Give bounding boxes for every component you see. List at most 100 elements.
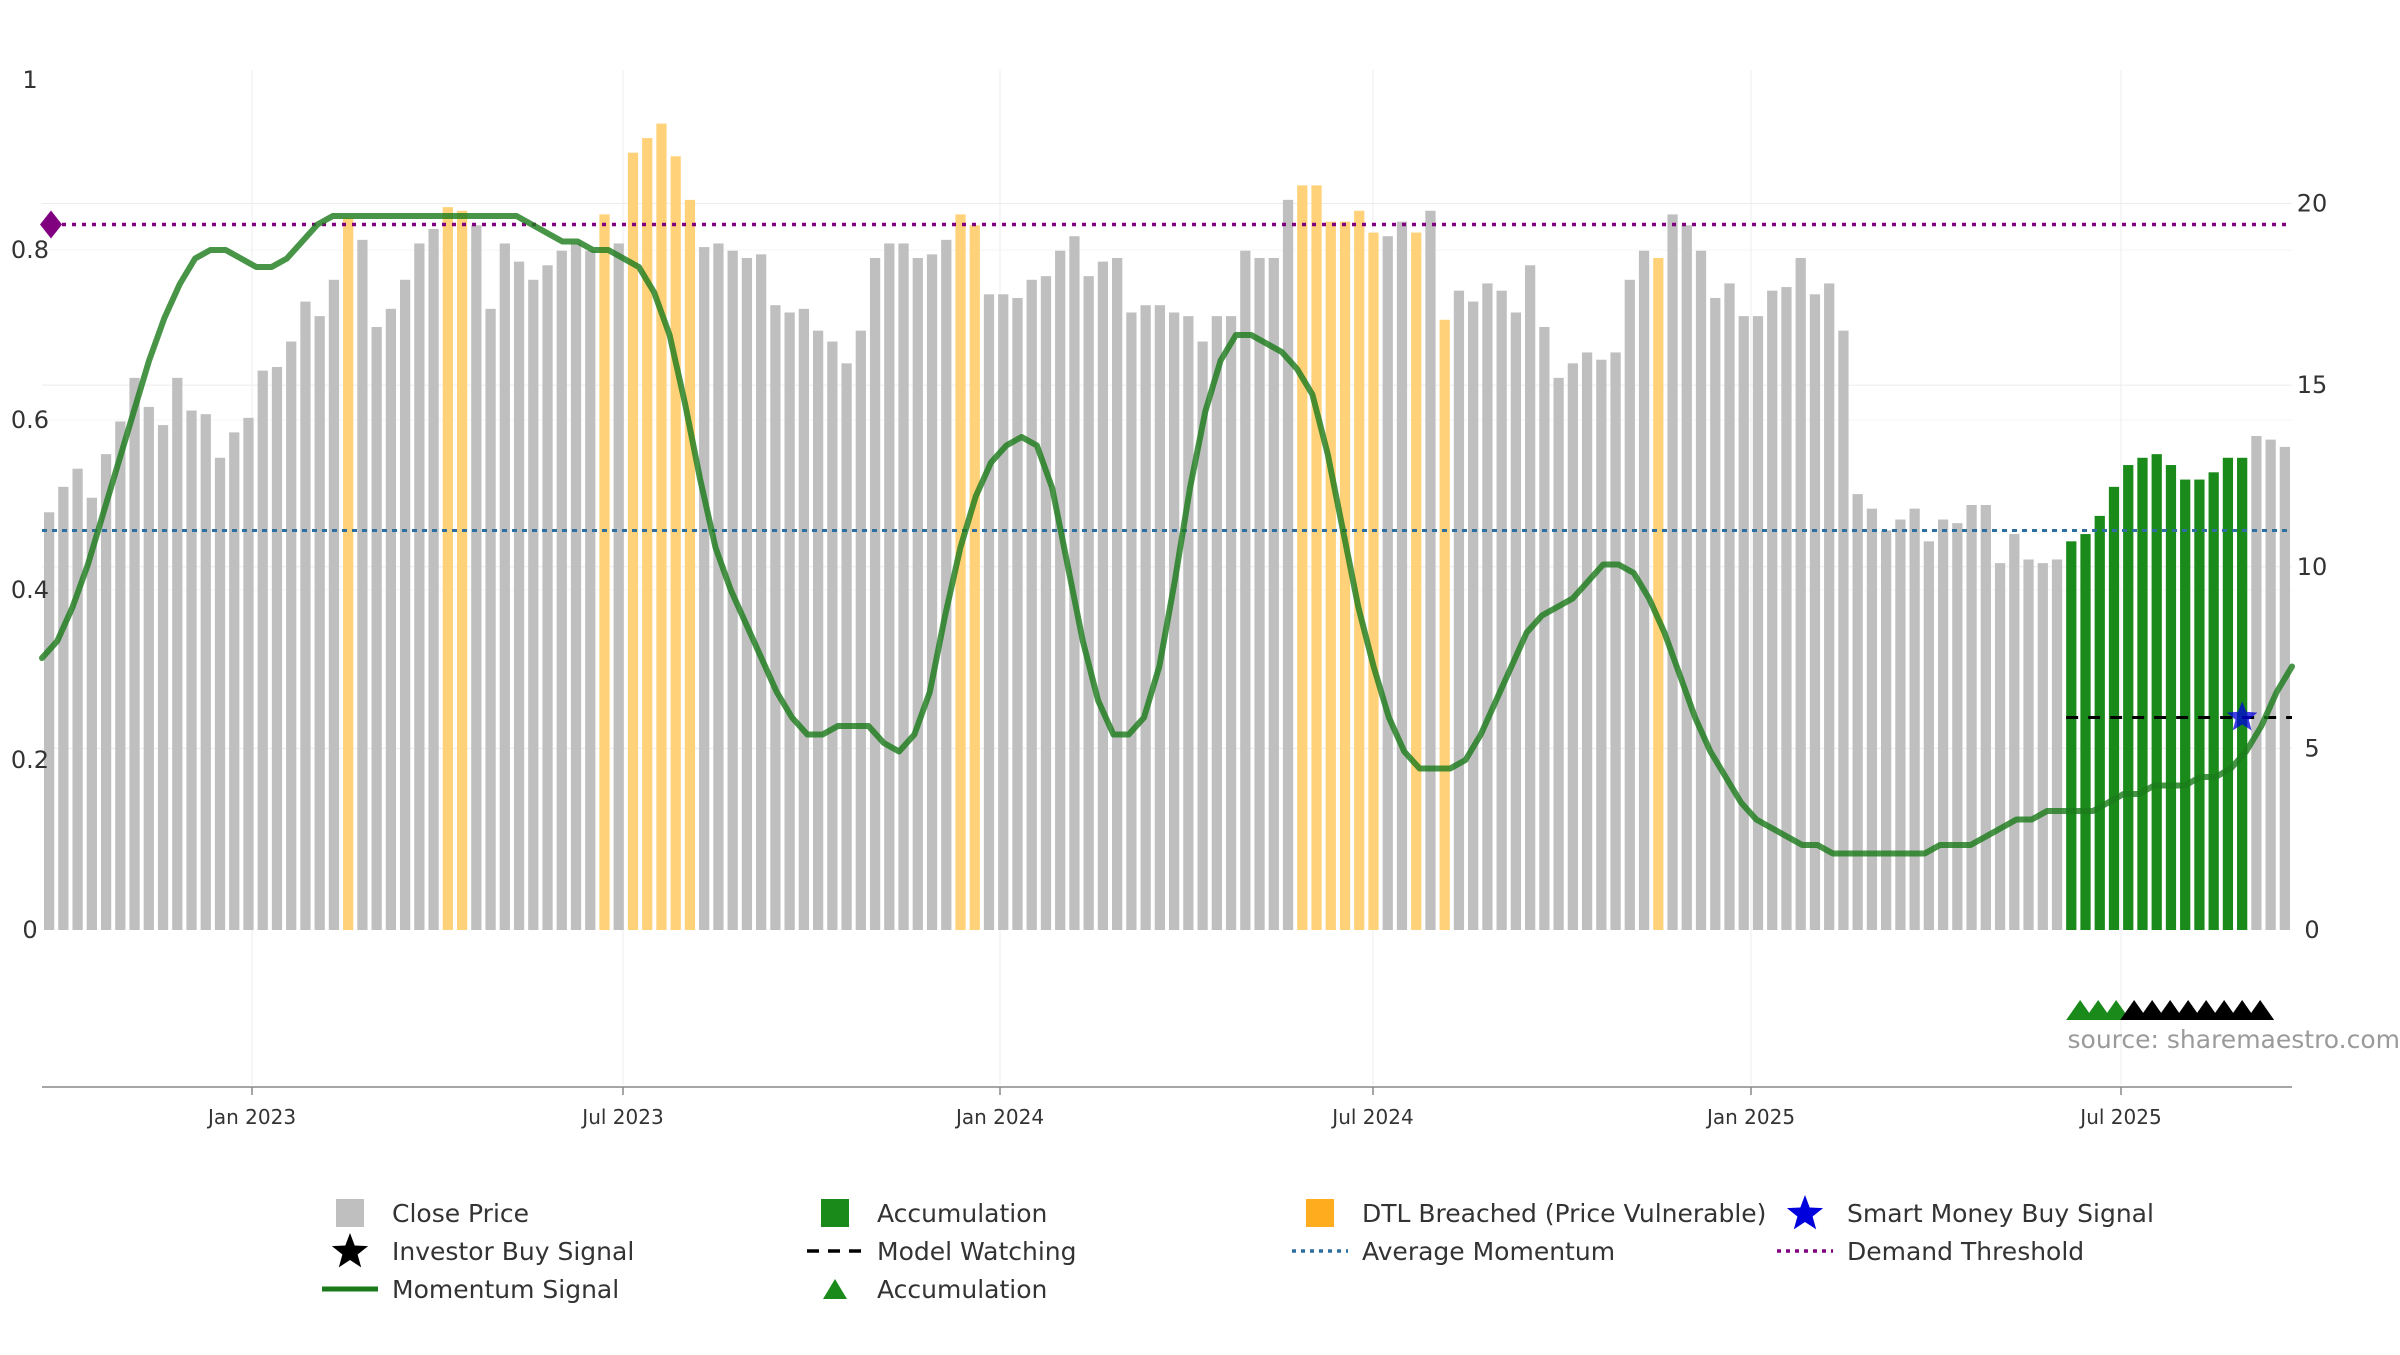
- bar-close-price: [400, 280, 410, 930]
- bar-dtl-breached: [970, 225, 980, 930]
- bar-close-price: [243, 418, 253, 930]
- legend-square-icon: [805, 1195, 865, 1231]
- bar-close-price: [1596, 360, 1606, 930]
- bar-dtl-breached: [628, 153, 638, 930]
- bar-close-price: [186, 411, 196, 930]
- bar-close-price: [229, 432, 239, 930]
- bar-close-price: [2009, 534, 2019, 930]
- bar-close-price: [1126, 312, 1136, 930]
- bar-close-price: [129, 378, 139, 930]
- bar-dtl-breached: [656, 124, 666, 930]
- bar-accumulation: [2223, 458, 2233, 930]
- legend-label: Smart Money Buy Signal: [1847, 1199, 2154, 1228]
- bar-close-price: [1112, 258, 1122, 930]
- legend-label: Accumulation: [877, 1199, 1047, 1228]
- bar-dtl-breached: [1297, 185, 1307, 930]
- bar-close-price: [2038, 563, 2048, 930]
- bar-close-price: [870, 258, 880, 930]
- legend-item: Momentum Signal: [320, 1271, 619, 1307]
- bar-close-price: [1212, 316, 1222, 930]
- y-left-tick-label: 0: [22, 916, 37, 944]
- bar-close-price: [172, 378, 182, 930]
- bar-dtl-breached: [599, 214, 609, 930]
- bar-close-price: [272, 367, 282, 930]
- y-right-tick-label: 0: [2304, 916, 2319, 944]
- y-right-tick-label: 10: [2297, 553, 2328, 581]
- bar-dtl-breached: [457, 211, 467, 930]
- bar-close-price: [44, 512, 54, 930]
- bar-accumulation: [2123, 465, 2133, 930]
- investor-triangle: [2246, 1000, 2274, 1020]
- x-tick-label: Jan 2023: [206, 1105, 296, 1129]
- bar-close-price: [414, 243, 424, 930]
- bar-close-price: [1468, 302, 1478, 930]
- legend-label: Demand Threshold: [1847, 1237, 2084, 1266]
- bar-accumulation: [2180, 480, 2190, 930]
- bar-dtl-breached: [1653, 258, 1663, 930]
- bar-close-price: [1141, 305, 1151, 930]
- legend-dotted-line-icon: [1290, 1233, 1350, 1269]
- bar-accumulation: [2109, 487, 2119, 930]
- bar-close-price: [1240, 251, 1250, 930]
- bar-close-price: [1625, 280, 1635, 930]
- bar-close-price: [799, 309, 809, 930]
- bar-close-price: [144, 407, 154, 930]
- bar-close-price: [1838, 331, 1848, 930]
- bar-close-price: [357, 240, 367, 930]
- bar-close-price: [2023, 559, 2033, 930]
- bar-close-price: [898, 243, 908, 930]
- y-left-tick-label: 0.4: [11, 576, 49, 604]
- bar-close-price: [500, 243, 510, 930]
- bar-close-price: [1966, 505, 1976, 930]
- bar-close-price: [1810, 294, 1820, 930]
- legend-item: Accumulation: [805, 1195, 1047, 1231]
- bar-close-price: [1041, 276, 1051, 930]
- bar-close-price: [1055, 251, 1065, 930]
- bar-close-price: [201, 414, 211, 930]
- bar-close-price: [115, 421, 125, 930]
- bar-dtl-breached: [1311, 185, 1321, 930]
- bar-close-price: [428, 229, 438, 930]
- bar-close-price: [1027, 280, 1037, 930]
- x-tick-label: Jul 2023: [580, 1105, 663, 1129]
- bar-accumulation: [2080, 534, 2090, 930]
- bar-close-price: [72, 469, 82, 930]
- y-right-tick-label: 15: [2297, 371, 2328, 399]
- legend-triangle-icon: [805, 1271, 865, 1307]
- legend-label: Close Price: [392, 1199, 529, 1228]
- bar-close-price: [984, 294, 994, 930]
- bar-close-price: [300, 302, 310, 930]
- bar-close-price: [1226, 316, 1236, 930]
- bar-dtl-breached: [1326, 222, 1336, 930]
- bar-close-price: [1155, 305, 1165, 930]
- legend-label: Accumulation: [877, 1275, 1047, 1304]
- bar-close-price: [1183, 316, 1193, 930]
- bar-close-price: [827, 342, 837, 930]
- bar-dtl-breached: [443, 207, 453, 930]
- bar-close-price: [2052, 559, 2062, 930]
- bar-close-price: [58, 487, 68, 930]
- bar-close-price: [585, 251, 595, 930]
- legend-label: Investor Buy Signal: [392, 1237, 634, 1266]
- bar-accumulation: [2137, 458, 2147, 930]
- x-tick-label: Jul 2024: [1330, 1105, 1413, 1129]
- bar-close-price: [614, 243, 624, 930]
- legend-item: Average Momentum: [1290, 1233, 1615, 1269]
- legend-item: Investor Buy Signal: [320, 1233, 634, 1269]
- bar-close-price: [258, 371, 268, 930]
- bar-dtl-breached: [1340, 222, 1350, 930]
- bar-close-price: [485, 309, 495, 930]
- bar-close-price: [1881, 530, 1891, 930]
- bar-close-price: [742, 258, 752, 930]
- bar-close-price: [1539, 327, 1549, 930]
- source-label: source: sharemaestro.com: [2068, 1025, 2400, 1054]
- legend-square-icon: [1290, 1195, 1350, 1231]
- bar-close-price: [158, 425, 168, 930]
- x-tick-label: Jul 2025: [2078, 1105, 2161, 1129]
- y-right-tick-label: 20: [2297, 190, 2328, 218]
- bar-accumulation: [2152, 454, 2162, 930]
- bar-close-price: [1283, 200, 1293, 930]
- bar-close-price: [329, 280, 339, 930]
- bar-close-price: [215, 458, 225, 930]
